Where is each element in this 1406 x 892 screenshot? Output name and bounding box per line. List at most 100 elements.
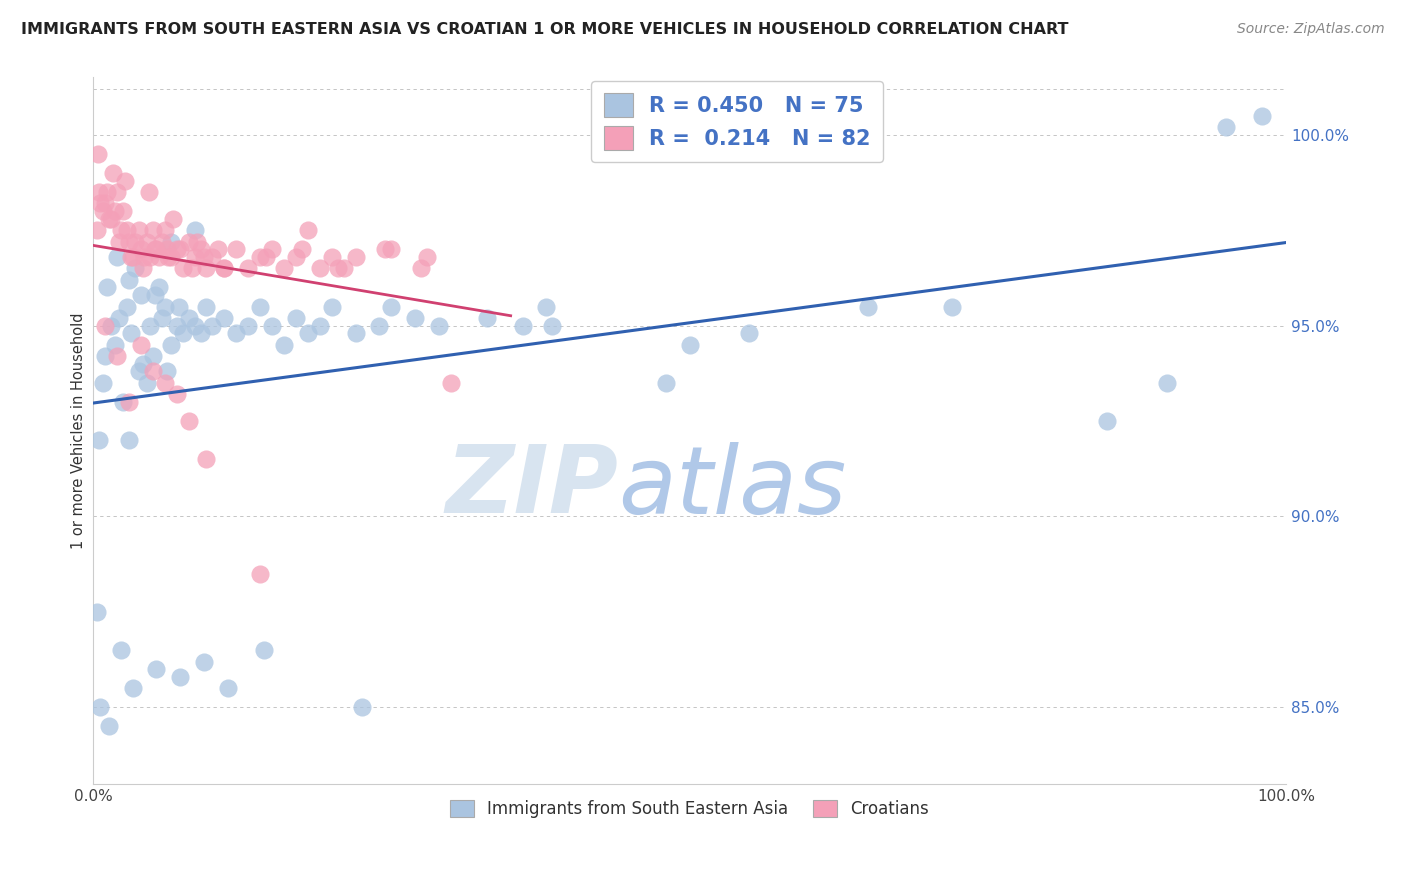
Point	[332, 261, 354, 276]
Point	[97, 719, 120, 733]
Point	[129, 242, 152, 256]
Point	[249, 300, 271, 314]
Point	[142, 349, 165, 363]
Point	[193, 655, 215, 669]
Text: Source: ZipAtlas.com: Source: ZipAtlas.com	[1237, 22, 1385, 37]
Point	[118, 395, 141, 409]
Point	[121, 250, 143, 264]
Point	[100, 211, 122, 226]
Point	[308, 261, 330, 276]
Point	[253, 643, 276, 657]
Point	[129, 288, 152, 302]
Point	[115, 223, 138, 237]
Point	[195, 261, 218, 276]
Point	[139, 318, 162, 333]
Point	[411, 261, 433, 276]
Point	[201, 250, 224, 264]
Point	[118, 235, 141, 249]
Point	[142, 364, 165, 378]
Point	[1215, 120, 1237, 134]
Point	[380, 300, 402, 314]
Point	[129, 337, 152, 351]
Point	[1251, 109, 1274, 123]
Point	[105, 185, 128, 199]
Point	[262, 318, 284, 333]
Point	[238, 261, 260, 276]
Point	[172, 261, 194, 276]
Point	[440, 376, 463, 390]
Point	[225, 326, 247, 341]
Point	[156, 242, 179, 256]
Point	[110, 223, 132, 237]
Point	[195, 300, 218, 314]
Point	[153, 223, 176, 237]
Point	[308, 318, 330, 333]
Point	[153, 300, 176, 314]
Point	[166, 387, 188, 401]
Point	[207, 242, 229, 256]
Point	[262, 242, 284, 256]
Point	[183, 250, 205, 264]
Point	[89, 433, 111, 447]
Point	[143, 288, 166, 302]
Point	[153, 376, 176, 390]
Point	[273, 337, 295, 351]
Point	[254, 250, 277, 264]
Point	[124, 235, 146, 249]
Point	[97, 211, 120, 226]
Point	[190, 242, 212, 256]
Point	[427, 318, 450, 333]
Point	[512, 318, 534, 333]
Point	[284, 250, 307, 264]
Point	[374, 242, 396, 256]
Point	[214, 310, 236, 325]
Point	[169, 670, 191, 684]
Point	[115, 300, 138, 314]
Point	[678, 337, 700, 351]
Point	[89, 700, 111, 714]
Point	[139, 250, 162, 264]
Point	[297, 223, 319, 237]
Point	[108, 235, 131, 249]
Point	[181, 261, 204, 276]
Point	[128, 364, 150, 378]
Point	[1095, 414, 1118, 428]
Legend: Immigrants from South Eastern Asia, Croatians: Immigrants from South Eastern Asia, Croa…	[444, 793, 935, 825]
Point	[143, 242, 166, 256]
Point	[159, 235, 181, 249]
Point	[150, 310, 173, 325]
Point	[183, 223, 205, 237]
Point	[94, 318, 117, 333]
Point	[344, 326, 367, 341]
Point	[284, 310, 307, 325]
Point	[858, 300, 880, 314]
Point	[91, 204, 114, 219]
Point	[249, 566, 271, 581]
Text: atlas: atlas	[619, 442, 846, 533]
Point	[177, 414, 200, 428]
Point	[94, 196, 117, 211]
Point	[368, 318, 391, 333]
Point	[159, 250, 181, 264]
Point	[183, 318, 205, 333]
Point	[195, 452, 218, 467]
Point	[162, 211, 184, 226]
Point	[120, 326, 142, 341]
Point	[132, 261, 155, 276]
Point	[297, 326, 319, 341]
Point	[167, 300, 190, 314]
Point	[108, 310, 131, 325]
Point	[104, 337, 127, 351]
Point	[291, 242, 314, 256]
Point	[94, 349, 117, 363]
Point	[169, 242, 191, 256]
Point	[124, 261, 146, 276]
Point	[150, 235, 173, 249]
Point	[105, 250, 128, 264]
Point	[148, 250, 170, 264]
Point	[110, 643, 132, 657]
Point	[118, 433, 141, 447]
Point	[105, 349, 128, 363]
Point	[193, 250, 215, 264]
Point	[344, 250, 367, 264]
